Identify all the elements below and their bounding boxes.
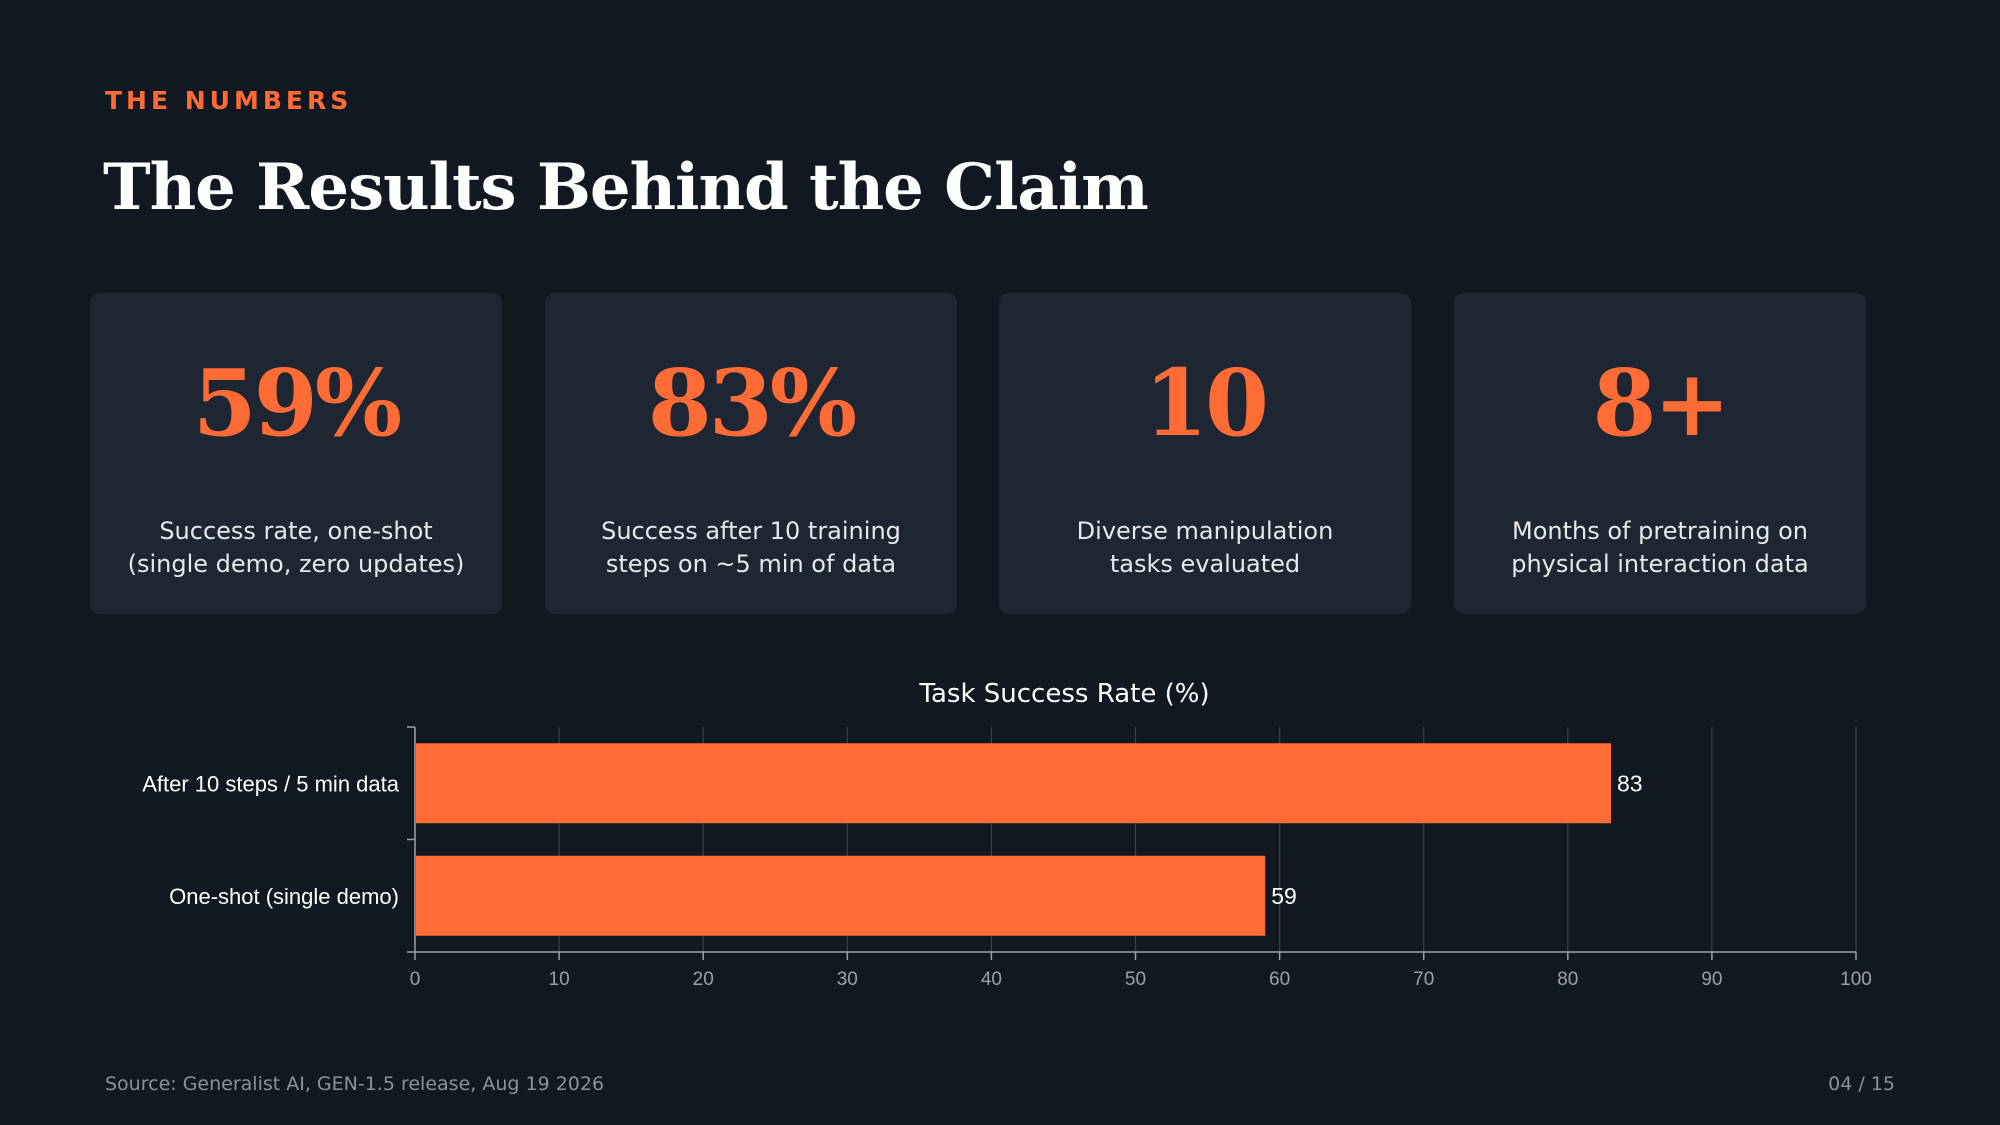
x-tick-label: 70 [1413,969,1434,990]
stat-card-pretraining: 8+ Months of pretraining on physical int… [1454,293,1866,614]
page-number: 04 / 15 [1828,1073,1895,1095]
bar-value-label: 59 [1271,883,1297,909]
stat-label: Success rate, one-shot (single demo, zer… [106,515,486,581]
x-tick-label: 0 [410,969,421,990]
x-tick-label: 30 [837,969,858,990]
stat-label-line: Success after 10 training [601,517,901,545]
bar [416,855,1266,936]
stat-label-line: physical interaction data [1511,550,1809,578]
stat-value: 10 [1143,349,1269,457]
x-tick-label: 10 [549,969,570,990]
category-label: One-shot (single demo) [169,884,399,909]
stat-card-tasks: 10 Diverse manipulation tasks evaluated [999,293,1411,614]
slide-title: The Results Behind the Claim [103,150,1149,225]
stat-label-line: Months of pretraining on [1512,517,1808,545]
stat-cards: 59% Success rate, one-shot (single demo,… [90,293,1867,614]
x-tick-label: 100 [1840,969,1872,990]
stat-label-line: tasks evaluated [1109,550,1301,578]
stat-value: 8+ [1592,349,1730,457]
x-tick-label: 80 [1557,969,1578,990]
bar-value-label: 83 [1617,770,1643,796]
stat-label: Success after 10 training steps on ~5 mi… [561,515,941,581]
stat-label-line: Diverse manipulation [1076,517,1334,545]
stat-label-line: steps on ~5 min of data [605,550,897,578]
stat-label: Months of pretraining on physical intera… [1470,515,1850,581]
x-tick-label: 20 [693,969,714,990]
slide-eyebrow: THE NUMBERS [105,86,353,115]
bar [416,743,1612,824]
stat-card-one-shot: 59% Success rate, one-shot (single demo,… [90,293,502,614]
chart-title: Task Success Rate (%) [918,679,1209,709]
x-tick-label: 60 [1269,969,1290,990]
stat-card-ten-steps: 83% Success after 10 training steps on ~… [545,293,957,614]
x-tick-label: 50 [1125,969,1146,990]
stat-label: Diverse manipulation tasks evaluated [1015,515,1395,581]
x-tick-label: 40 [981,969,1002,990]
stat-label-line: (single demo, zero updates) [127,550,465,578]
category-label: After 10 steps / 5 min data [142,771,400,796]
x-tick-label: 90 [1701,969,1722,990]
source-note: Source: Generalist AI, GEN-1.5 release, … [105,1073,605,1095]
stat-value: 59% [192,349,402,457]
success-rate-chart: Task Success Rate (%) 83 After 10 steps / … [142,679,1872,990]
stat-value: 83% [647,349,857,457]
stat-label-line: Success rate, one-shot [159,517,433,545]
